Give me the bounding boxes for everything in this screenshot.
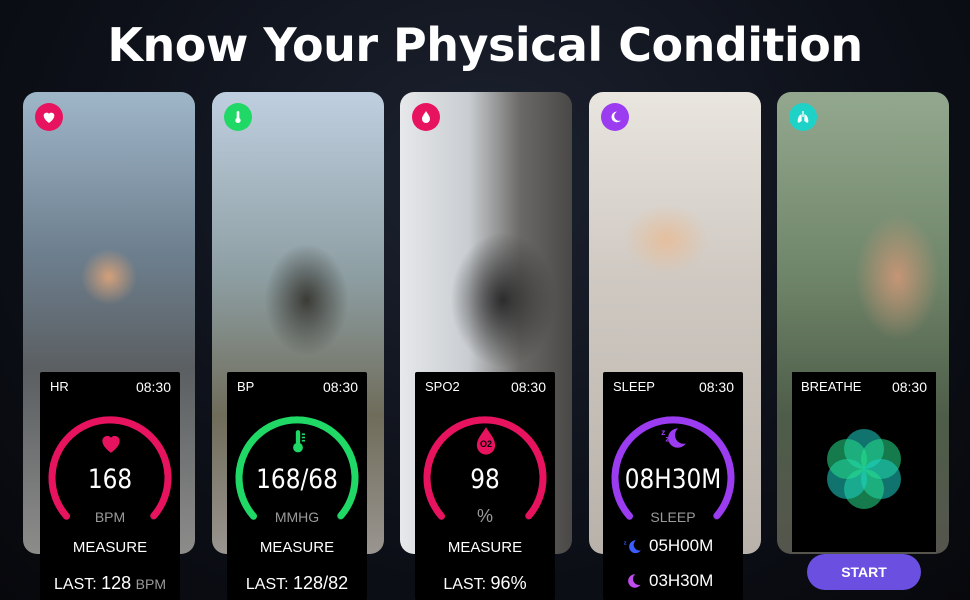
watch-breathe-wrapper: BREATHE 08:30 START bbox=[792, 372, 936, 600]
last-reading: LAST: 96% bbox=[415, 573, 555, 594]
sleep-gauge bbox=[611, 416, 735, 520]
watch-label: SLEEP bbox=[613, 379, 655, 394]
oxygen-drop-icon: O2 bbox=[472, 426, 500, 458]
heart-rate-value: 168 bbox=[87, 464, 133, 495]
blood-pressure-gauge bbox=[235, 416, 359, 520]
last-unit: BPM bbox=[135, 576, 166, 592]
watch-blood-oxygen: SPO2 08:30 O2 98 % MEASURE LAST: 96% bbox=[415, 372, 555, 600]
svg-text:z: z bbox=[665, 433, 669, 443]
blood-pressure-unit: MMHG bbox=[274, 509, 320, 525]
oxygen-label: O2 bbox=[479, 439, 492, 449]
watch-time: 08:30 bbox=[135, 379, 171, 395]
start-button[interactable]: START bbox=[807, 554, 921, 590]
watch-time: 08:30 bbox=[322, 379, 358, 395]
blood-pressure-value: 168/68 bbox=[256, 464, 338, 495]
thermometer-icon bbox=[224, 103, 252, 131]
headline: Know Your Physical Condition bbox=[107, 18, 863, 72]
moon-zz-icon: z z bbox=[661, 427, 686, 448]
lungs-icon bbox=[789, 103, 817, 131]
light-sleep-value: 03H30M bbox=[649, 571, 714, 590]
last-prefix: LAST: bbox=[443, 576, 487, 593]
last-prefix: LAST: bbox=[245, 576, 289, 593]
last-value: 128/82 bbox=[293, 573, 349, 593]
watch-time: 08:30 bbox=[698, 379, 734, 395]
deep-sleep-icon: z bbox=[624, 540, 641, 554]
blood-oxygen-unit: % bbox=[476, 506, 493, 526]
sleep-duration-value: 08H30M bbox=[624, 464, 722, 495]
watch-blood-pressure: BP 08:30 168/68 MMHG MEASURE LAST: 128/8… bbox=[227, 372, 367, 600]
watch-heart-rate: HR 08:30 168 BPM MEASURE LAST: 128 BPM bbox=[40, 372, 180, 600]
measure-button[interactable]: MEASURE bbox=[447, 539, 523, 556]
last-reading: LAST: 128 BPM bbox=[40, 573, 180, 594]
breathe-flower-icon bbox=[827, 429, 901, 509]
last-value: 128 bbox=[101, 573, 132, 593]
svg-text:z: z bbox=[624, 541, 627, 547]
measure-button[interactable]: MEASURE bbox=[72, 539, 148, 556]
moon-zz-icon bbox=[601, 103, 629, 131]
last-prefix: LAST: bbox=[54, 576, 97, 593]
deep-sleep-row: z 05H00M bbox=[623, 536, 714, 556]
sleep-unit: SLEEP bbox=[650, 509, 696, 525]
watch-time: 08:30 bbox=[891, 379, 927, 395]
watch-label: SPO2 bbox=[425, 379, 460, 394]
heart-icon bbox=[102, 435, 120, 453]
oxygen-drop-icon bbox=[412, 103, 440, 131]
watch-label: HR bbox=[50, 379, 69, 394]
watch-label: BREATHE bbox=[801, 379, 862, 394]
last-reading: LAST: 128/82 bbox=[227, 573, 367, 594]
light-sleep-icon bbox=[628, 574, 641, 588]
heart-rate-unit: BPM bbox=[94, 509, 126, 525]
watch-time: 08:30 bbox=[510, 379, 546, 395]
thermometer-icon bbox=[293, 430, 306, 453]
blood-oxygen-gauge bbox=[423, 416, 547, 520]
heart-rate-gauge bbox=[48, 416, 172, 520]
blood-oxygen-value: 98 bbox=[470, 464, 500, 495]
deep-sleep-value: 05H00M bbox=[649, 536, 714, 555]
heart-icon bbox=[35, 103, 63, 131]
last-value: 96% bbox=[490, 573, 527, 593]
watch-sleep: SLEEP 08:30 z z 08H30M SLEEP z 05H00M 03… bbox=[603, 372, 743, 600]
measure-button[interactable]: MEASURE bbox=[259, 539, 335, 556]
light-sleep-row: 03H30M bbox=[623, 571, 713, 591]
svg-text:z: z bbox=[661, 427, 665, 437]
watch-label: BP bbox=[237, 379, 255, 394]
